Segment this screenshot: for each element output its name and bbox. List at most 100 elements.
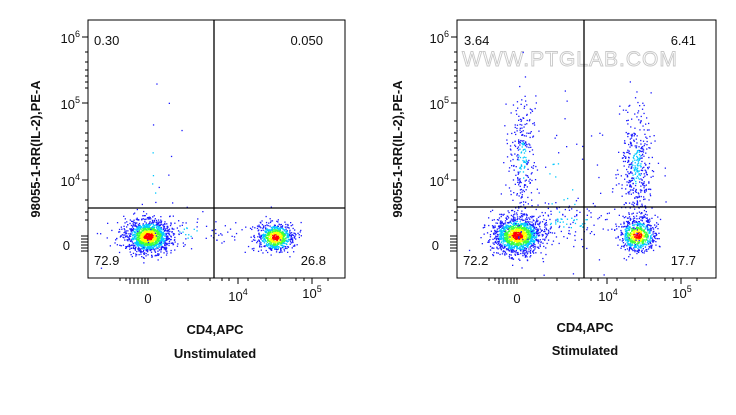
event-dot bbox=[535, 246, 537, 248]
event-dot bbox=[526, 253, 528, 255]
event-dot bbox=[637, 230, 639, 232]
event-dot bbox=[271, 229, 273, 231]
event-dot bbox=[520, 223, 522, 226]
event-dot bbox=[264, 245, 266, 248]
event-dot bbox=[635, 191, 637, 193]
event-dot bbox=[278, 232, 280, 234]
event-dot bbox=[286, 226, 288, 228]
event-dot bbox=[629, 207, 631, 209]
event-dot bbox=[158, 237, 160, 239]
event-dot bbox=[622, 245, 624, 247]
event-dot bbox=[134, 221, 136, 224]
event-dot bbox=[631, 189, 633, 191]
event-dot bbox=[640, 139, 642, 142]
event-dot bbox=[146, 244, 148, 247]
event-dot bbox=[642, 248, 644, 250]
event-dot bbox=[626, 231, 628, 234]
event-dot bbox=[568, 226, 570, 229]
event-dot bbox=[652, 227, 654, 229]
event-dot bbox=[163, 233, 165, 235]
event-dot bbox=[158, 186, 160, 189]
event-dot bbox=[148, 229, 151, 232]
event-dot bbox=[164, 233, 166, 235]
event-dot bbox=[165, 229, 167, 232]
event-dot bbox=[643, 191, 646, 193]
event-dot bbox=[275, 243, 277, 245]
event-dot bbox=[638, 228, 640, 230]
event-dot bbox=[158, 241, 160, 244]
event-dot bbox=[289, 232, 291, 234]
event-dot bbox=[205, 237, 207, 239]
event-dot bbox=[143, 249, 145, 252]
event-dot bbox=[637, 170, 639, 172]
event-dot bbox=[617, 235, 619, 238]
event-dot bbox=[263, 237, 265, 239]
event-dot bbox=[285, 237, 287, 239]
event-dot bbox=[130, 224, 133, 227]
event-dot bbox=[262, 252, 264, 254]
event-dot bbox=[140, 245, 142, 247]
event-dot bbox=[277, 219, 279, 221]
event-dot bbox=[279, 232, 281, 234]
event-dot bbox=[651, 156, 653, 159]
event-dot bbox=[523, 161, 525, 163]
event-dot bbox=[637, 162, 640, 164]
event-dot bbox=[527, 232, 529, 234]
event-dot bbox=[134, 212, 136, 214]
event-dot bbox=[499, 244, 501, 246]
event-dot bbox=[635, 246, 637, 248]
event-dot bbox=[160, 220, 163, 222]
event-dot bbox=[141, 256, 143, 258]
event-dot bbox=[143, 230, 146, 232]
event-dot bbox=[136, 254, 138, 256]
event-dot bbox=[502, 225, 504, 227]
event-dot bbox=[489, 249, 492, 251]
event-dot bbox=[640, 240, 642, 242]
event-dot bbox=[170, 223, 172, 225]
event-dot bbox=[139, 248, 141, 250]
event-dot bbox=[498, 226, 501, 228]
event-dot bbox=[521, 237, 523, 239]
event-dot bbox=[519, 238, 521, 240]
event-dot bbox=[638, 217, 640, 220]
event-dot bbox=[627, 239, 629, 241]
event-dot bbox=[642, 240, 644, 242]
event-dot bbox=[263, 241, 265, 243]
event-dot bbox=[124, 218, 126, 220]
event-dot bbox=[513, 219, 515, 221]
event-dot bbox=[271, 246, 274, 249]
event-dot bbox=[637, 232, 640, 234]
event-dot bbox=[501, 237, 503, 239]
event-dot bbox=[518, 218, 521, 220]
event-dot bbox=[503, 236, 505, 238]
event-dot bbox=[520, 151, 523, 153]
event-dot bbox=[632, 224, 634, 226]
event-dot bbox=[148, 231, 150, 234]
event-dot bbox=[264, 245, 266, 247]
event-dot bbox=[269, 242, 271, 244]
event-dot bbox=[143, 228, 145, 231]
event-dot bbox=[284, 226, 286, 228]
event-dot bbox=[522, 157, 524, 159]
event-dot bbox=[145, 252, 147, 255]
event-dot bbox=[526, 246, 528, 248]
event-dot bbox=[647, 241, 649, 243]
event-dot bbox=[510, 242, 513, 245]
event-dot bbox=[625, 225, 627, 228]
event-dot bbox=[643, 104, 645, 107]
event-dot bbox=[171, 231, 173, 233]
event-dot bbox=[169, 242, 171, 244]
event-dot bbox=[157, 221, 159, 223]
event-dot bbox=[504, 220, 507, 222]
event-dot bbox=[535, 238, 537, 240]
event-dot bbox=[259, 235, 261, 238]
event-dot bbox=[511, 230, 513, 232]
event-dot bbox=[624, 235, 626, 237]
event-dot bbox=[527, 237, 530, 240]
event-dot bbox=[635, 177, 637, 179]
event-dot bbox=[140, 251, 142, 253]
event-dot bbox=[645, 211, 647, 213]
event-dot bbox=[632, 174, 634, 176]
event-dot bbox=[145, 226, 147, 228]
event-dot bbox=[501, 247, 503, 249]
